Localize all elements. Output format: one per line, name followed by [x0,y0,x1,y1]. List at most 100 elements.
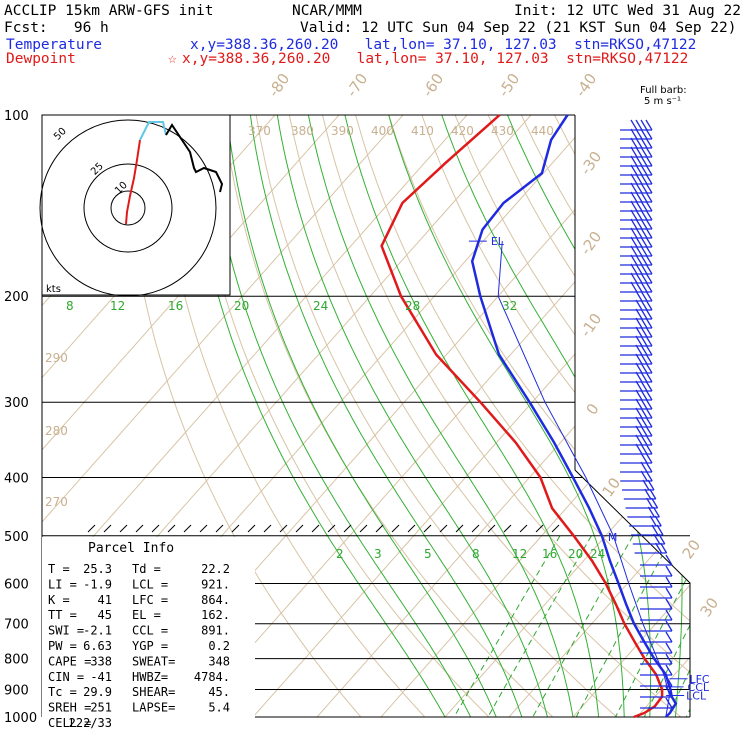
wind-barb-feather [640,308,648,320]
moist-adiabat-line [693,115,740,717]
isotherm-label: -50 [495,70,524,100]
hatch-mark [487,524,496,533]
wind-barb-feather [640,353,648,365]
mixing-ratio-label: 3 [374,547,382,561]
wind-barb-feather [635,380,643,392]
wind-barb-feather [645,308,653,320]
theta-label: 280 [45,424,68,438]
dewpoint-profile [380,114,664,719]
hatch-mark [167,524,176,533]
legend-temperature: Temperature [6,37,102,53]
moist-adiabat-line [226,115,497,717]
parcel-cell: K = [48,593,70,607]
hatch-mark [391,524,400,533]
pressure-tick-label: 800 [4,653,29,668]
level-label-ccl: CCL [688,681,710,694]
pressure-tick-label: 600 [4,577,29,592]
isotherm-line [572,115,690,717]
theta-label: 430 [491,124,514,138]
parcel-cell: 338 [90,654,112,668]
wind-barb-feather [635,173,643,185]
wind-barb-feather [640,200,648,212]
wind-barb-feather [655,542,663,554]
parcel-cell: 348 [208,654,230,668]
wind-barb-feather [640,236,648,248]
isotherm-line [444,115,690,717]
parcel-cell: 891. [201,624,230,638]
pressure-tick-label: 100 [4,109,29,124]
wind-barb-feather [640,191,648,203]
right-frame [574,115,691,717]
hatch-mark [503,524,512,533]
wind-barb-feather [635,272,643,284]
hodo-ring-50 [39,119,217,297]
wind-barb-feather [658,533,666,545]
wind-barb-feather [645,398,653,410]
wind-barb-feather [645,281,653,293]
temperature-profile [470,114,678,718]
wind-barb-feather [645,380,653,392]
isotherm-line [508,115,690,717]
wind-barb-feather [645,317,653,329]
mixing-ratio-label: 28 [405,299,420,313]
parcel-cell: LFC = [132,593,168,607]
hatch-mark [215,524,224,533]
theta-label: 410 [411,124,434,138]
hatch-mark [295,524,304,533]
level-label-m: M [608,531,618,544]
hatch-mark [151,524,160,533]
wind-barb-feather [656,524,664,536]
wind-barb-feather [647,479,655,491]
parcel-cell: CCL = [132,624,168,638]
parcel-cell: 222/33 [69,716,112,730]
mixing-ratio-label: 24 [313,299,328,313]
app-title: ACCLIP 15km ARW-GFS init [4,3,214,19]
wind-barb-feather [635,407,643,419]
wind-barb-feather [645,191,653,203]
hatch-mark [247,524,256,533]
moist-adiabat-line [249,115,523,717]
wind-barb-feather [665,576,673,588]
dry-adiabat-line [288,115,682,717]
wind-barb-feather [645,245,653,257]
hatch-mark [343,524,352,533]
hatch-mark [231,524,240,533]
isotherm-label: -10 [577,310,606,340]
wind-barb-feather [635,281,643,293]
wind-barb-feather [640,182,648,194]
wind-barb-feather [640,137,648,149]
parcel-cell: 45 [98,608,112,622]
dry-adiabat-line [587,115,690,717]
level-label-lfc: LFC [689,673,709,686]
wind-barb-feather [665,631,673,643]
hodograph: 50 25 10 kts [39,114,231,297]
wind-barb-feather [630,182,638,194]
wind-barb-feather [640,290,648,302]
parcel-cell: 162. [201,608,230,622]
isotherm-label: -70 [343,70,372,100]
parcel-path [497,241,671,718]
wind-barb-feather [640,254,648,266]
wind-barb-feather [645,389,653,401]
wind-barb-feather [635,416,643,428]
mixing-ratio-label: 5 [424,547,432,561]
mixing-ratio-label: 12 [110,299,125,313]
isotherm-line [42,115,404,717]
wind-barb-feather [635,119,643,131]
isotherm-line [42,115,340,717]
parcel-cell: 5.4 [208,701,230,715]
hodo-trace-black [165,123,224,193]
theta-label: 440 [531,124,554,138]
wind-barb-feather [645,155,653,167]
hatch-mark [551,524,560,533]
hatch-mark [87,524,96,533]
wind-barb-feather [645,128,653,140]
wind-barb-feather [635,317,643,329]
parcel-cell: 6.63 [83,639,112,653]
parcel-cell: 921. [201,577,230,591]
wind-barbs [620,119,673,709]
parcel-cell: 41 [98,593,112,607]
parcel-cell: 22.2 [201,562,230,576]
parcel-cell: SREH = [48,701,91,715]
